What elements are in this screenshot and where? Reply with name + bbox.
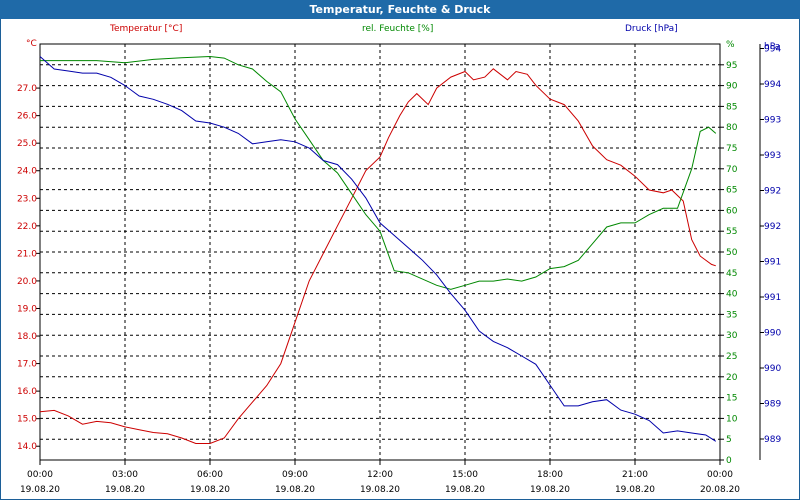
x-tick-label-time: 09:00 (282, 470, 308, 480)
humidity-tick-label: 5 (726, 435, 732, 445)
pressure-tick-label: 991 (764, 258, 781, 268)
temperature-tick-label: 17.0 (17, 360, 37, 370)
x-tick-label-date: 20.08.20 (700, 485, 740, 495)
temperature-tick-label: 20.0 (17, 277, 37, 287)
humidity-tick-label: 30 (726, 331, 738, 341)
x-tick-label-time: 03:00 (112, 470, 138, 480)
humidity-series-line (40, 55, 717, 290)
humidity-tick-label: 40 (726, 290, 738, 300)
humidity-tick-label: 65 (726, 186, 737, 196)
x-tick-label-time: 06:00 (197, 470, 223, 480)
humidity-axis-label: rel. Feuchte [%] (362, 24, 434, 34)
x-tick-label-time: 21:00 (622, 470, 648, 480)
pressure-tick-label: hPa (764, 42, 780, 52)
pressure-tick-label: 991 (764, 293, 781, 303)
humidity-tick-label: 35 (726, 310, 737, 320)
pressure-tick-label: 990 (764, 364, 781, 374)
humidity-tick-label: 55 (726, 227, 737, 237)
x-tick-label-date: 19.08.20 (615, 485, 655, 495)
humidity-tick-label: 50 (726, 248, 738, 258)
temperature-tick-label: 15.0 (17, 415, 37, 425)
humidity-tick-label: 60 (726, 206, 738, 216)
humidity-tick-label: 95 (726, 61, 737, 71)
pressure-tick-label: 992 (764, 187, 781, 197)
x-tick-label-date: 19.08.20 (190, 485, 230, 495)
x-tick-label-time: 12:00 (367, 470, 393, 480)
pressure-tick-label: 989 (764, 435, 781, 445)
x-tick-label-time: 18:00 (537, 470, 563, 480)
chart-title: Temperatur, Feuchte & Druck (0, 0, 800, 19)
temperature-tick-label: 21.0 (17, 249, 37, 259)
x-tick-label-time: 00:00 (707, 470, 733, 480)
pressure-tick-label: 994 (764, 80, 781, 90)
humidity-tick-label: 90 (726, 82, 738, 92)
pressure-tick-label: 993 (764, 151, 781, 161)
temperature-series-line (39, 68, 716, 444)
temperature-tick-label: 26.0 (17, 112, 37, 122)
humidity-tick-label: 25 (726, 352, 737, 362)
x-tick-label-date: 19.08.20 (445, 485, 485, 495)
temperature-tick-label: 27.0 (17, 84, 37, 94)
pressure-tick-label: 990 (764, 329, 781, 339)
temperature-tick-label: 19.0 (17, 304, 37, 314)
humidity-tick-label: 80 (726, 123, 738, 133)
x-tick-label-date: 19.08.20 (530, 485, 570, 495)
humidity-tick-label: % (726, 40, 735, 50)
x-tick-label-time: 00:00 (27, 470, 53, 480)
pressure-axis-label: Druck [hPa] (625, 24, 678, 34)
x-tick-label-date: 19.08.20 (360, 485, 400, 495)
humidity-tick-label: 0 (726, 456, 732, 466)
x-tick-label-date: 19.08.20 (20, 485, 60, 495)
humidity-tick-label: 75 (726, 144, 737, 154)
temperature-tick-label: 24.0 (17, 167, 37, 177)
temperature-tick-label: 25.0 (17, 139, 37, 149)
humidity-tick-label: 70 (726, 165, 738, 175)
temperature-tick-label: 16.0 (17, 387, 37, 397)
humidity-tick-label: 10 (726, 414, 738, 424)
pressure-tick-label: 994 (764, 45, 781, 55)
humidity-tick-label: 45 (726, 269, 737, 279)
temperature-tick-label: 23.0 (17, 194, 37, 204)
temperature-tick-label: 14.0 (17, 442, 37, 452)
humidity-tick-label: 20 (726, 373, 738, 383)
temperature-axis-label: Temperatur [°C] (110, 24, 183, 34)
pressure-tick-label: 993 (764, 116, 781, 126)
pressure-tick-label: 992 (764, 222, 781, 232)
x-tick-label-date: 19.08.20 (105, 485, 145, 495)
humidity-tick-label: 15 (726, 394, 737, 404)
temperature-unit-label: °C (26, 39, 37, 49)
pressure-tick-label: 989 (764, 400, 781, 410)
temperature-tick-label: 18.0 (17, 332, 37, 342)
humidity-tick-label: 85 (726, 102, 737, 112)
x-tick-label-time: 15:00 (452, 470, 478, 480)
pressure-series-line (39, 56, 717, 442)
x-tick-label-date: 19.08.20 (275, 485, 315, 495)
temperature-tick-label: 22.0 (17, 222, 37, 232)
